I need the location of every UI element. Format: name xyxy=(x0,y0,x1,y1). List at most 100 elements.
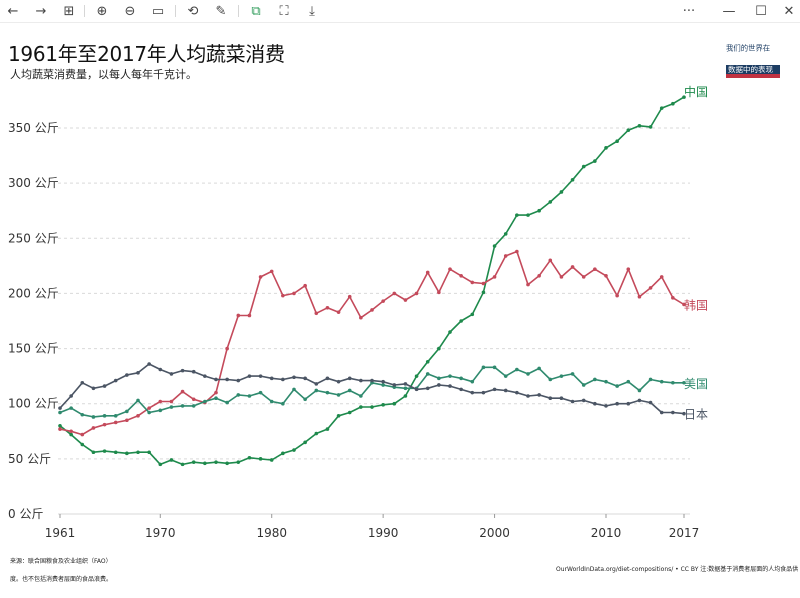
data-point-china xyxy=(281,451,285,456)
data-point-korea xyxy=(370,308,374,312)
data-point-china xyxy=(347,410,352,415)
data-point-japan xyxy=(381,379,385,384)
fit-screen-icon[interactable]: ▭ xyxy=(151,3,165,19)
data-point-korea xyxy=(492,275,497,279)
data-point-japan xyxy=(80,380,85,385)
data-point-korea xyxy=(236,313,241,318)
data-point-japan xyxy=(113,378,118,383)
data-point-japan xyxy=(548,396,553,401)
data-point-japan xyxy=(682,411,686,416)
data-point-korea xyxy=(169,399,174,404)
maximize-icon[interactable]: ☐ xyxy=(755,3,767,19)
save-icon[interactable]: ⤓ xyxy=(309,3,315,19)
zoom-out-icon[interactable]: ⊖ xyxy=(124,3,136,19)
data-point-china xyxy=(80,442,85,447)
data-point-korea xyxy=(292,291,296,296)
data-point-usa xyxy=(548,377,553,382)
data-point-japan xyxy=(503,388,508,393)
data-point-korea xyxy=(125,418,129,423)
x-tick-label: 2017 xyxy=(669,526,700,540)
data-point-korea xyxy=(648,286,653,290)
data-point-china xyxy=(325,427,330,431)
data-point-korea xyxy=(191,397,196,402)
minimize-icon[interactable]: — xyxy=(722,3,736,19)
data-point-japan xyxy=(526,394,530,398)
data-point-china xyxy=(637,123,642,128)
logo-accent-bar xyxy=(726,74,780,78)
data-point-usa xyxy=(515,367,519,372)
data-point-korea xyxy=(481,281,486,286)
close-icon[interactable]: ✕ xyxy=(783,3,795,19)
data-point-japan xyxy=(459,387,463,392)
data-point-usa xyxy=(281,401,285,406)
data-point-usa xyxy=(615,384,619,388)
translate-icon[interactable]: ⧉ xyxy=(251,3,261,19)
data-point-korea xyxy=(214,390,218,395)
data-point-usa xyxy=(403,386,408,391)
data-point-china xyxy=(258,457,263,461)
zoom-in-icon[interactable]: ⊕ xyxy=(96,3,108,19)
grid-view-icon[interactable]: ⊞ xyxy=(63,3,75,19)
series-line-china xyxy=(59,96,685,466)
data-point-japan xyxy=(191,369,196,374)
series-label-china: 中国 xyxy=(684,84,708,99)
data-point-korea xyxy=(303,283,307,288)
chart-subtitle: 人均蔬菜消费量，以每人每年千克计。 xyxy=(10,68,197,81)
owid-logo[interactable]: 我们的世界在 数据中的表现 xyxy=(726,44,780,78)
y-tick-label: 150 公斤 xyxy=(8,342,59,356)
x-tick-label: 2000 xyxy=(479,526,510,540)
data-point-usa xyxy=(236,393,241,397)
data-point-usa xyxy=(381,383,385,387)
x-tick-label: 1980 xyxy=(256,526,287,540)
data-point-korea xyxy=(414,291,419,296)
data-point-usa xyxy=(102,414,107,418)
data-point-china xyxy=(314,431,319,436)
data-point-usa xyxy=(203,399,207,404)
data-point-china xyxy=(492,244,497,248)
data-point-japan xyxy=(247,374,252,378)
logo-line-1: 我们的世界在 xyxy=(726,44,771,53)
data-point-usa xyxy=(559,374,564,378)
data-point-china xyxy=(147,450,151,455)
forward-arrow-icon[interactable]: → xyxy=(35,3,47,19)
series-label-usa: 美国 xyxy=(684,377,708,391)
data-point-korea xyxy=(247,313,252,318)
data-point-japan xyxy=(292,375,296,380)
data-point-usa xyxy=(626,379,631,384)
data-point-japan xyxy=(559,396,564,401)
data-point-korea xyxy=(581,275,586,279)
scan-icon[interactable]: ⛶ xyxy=(279,3,289,19)
data-point-china xyxy=(425,360,430,364)
data-point-china xyxy=(180,462,185,467)
data-point-korea xyxy=(503,254,508,258)
data-point-usa xyxy=(225,400,229,405)
data-point-usa xyxy=(136,398,140,403)
data-point-china xyxy=(359,405,363,409)
data-point-korea xyxy=(281,293,285,298)
data-point-korea xyxy=(269,269,274,274)
data-point-korea xyxy=(593,267,597,271)
data-point-usa xyxy=(581,383,586,387)
credit-note[interactable]: OurWorldInData.org/diet-compositions/ • … xyxy=(556,566,799,573)
x-tick-label: 2010 xyxy=(591,526,622,540)
data-point-korea xyxy=(626,267,631,271)
data-point-usa xyxy=(648,377,653,382)
data-point-korea xyxy=(437,290,441,295)
edit-icon[interactable]: ✎ xyxy=(215,3,227,19)
data-point-korea xyxy=(58,427,62,431)
data-point-china xyxy=(593,159,597,163)
rotate-icon[interactable]: ⟲ xyxy=(187,3,199,19)
data-point-china xyxy=(537,208,541,213)
data-point-china xyxy=(570,178,575,182)
y-tick-label: 100 公斤 xyxy=(8,397,59,411)
more-icon[interactable]: ··· xyxy=(682,3,696,19)
data-point-japan xyxy=(58,406,62,410)
data-point-korea xyxy=(604,273,608,278)
back-arrow-icon[interactable]: ← xyxy=(7,3,19,19)
data-point-usa xyxy=(292,387,296,392)
data-point-japan xyxy=(537,393,541,397)
data-point-china xyxy=(437,346,441,351)
data-point-china xyxy=(503,232,508,236)
data-point-korea xyxy=(425,270,430,275)
data-point-korea xyxy=(113,420,118,425)
